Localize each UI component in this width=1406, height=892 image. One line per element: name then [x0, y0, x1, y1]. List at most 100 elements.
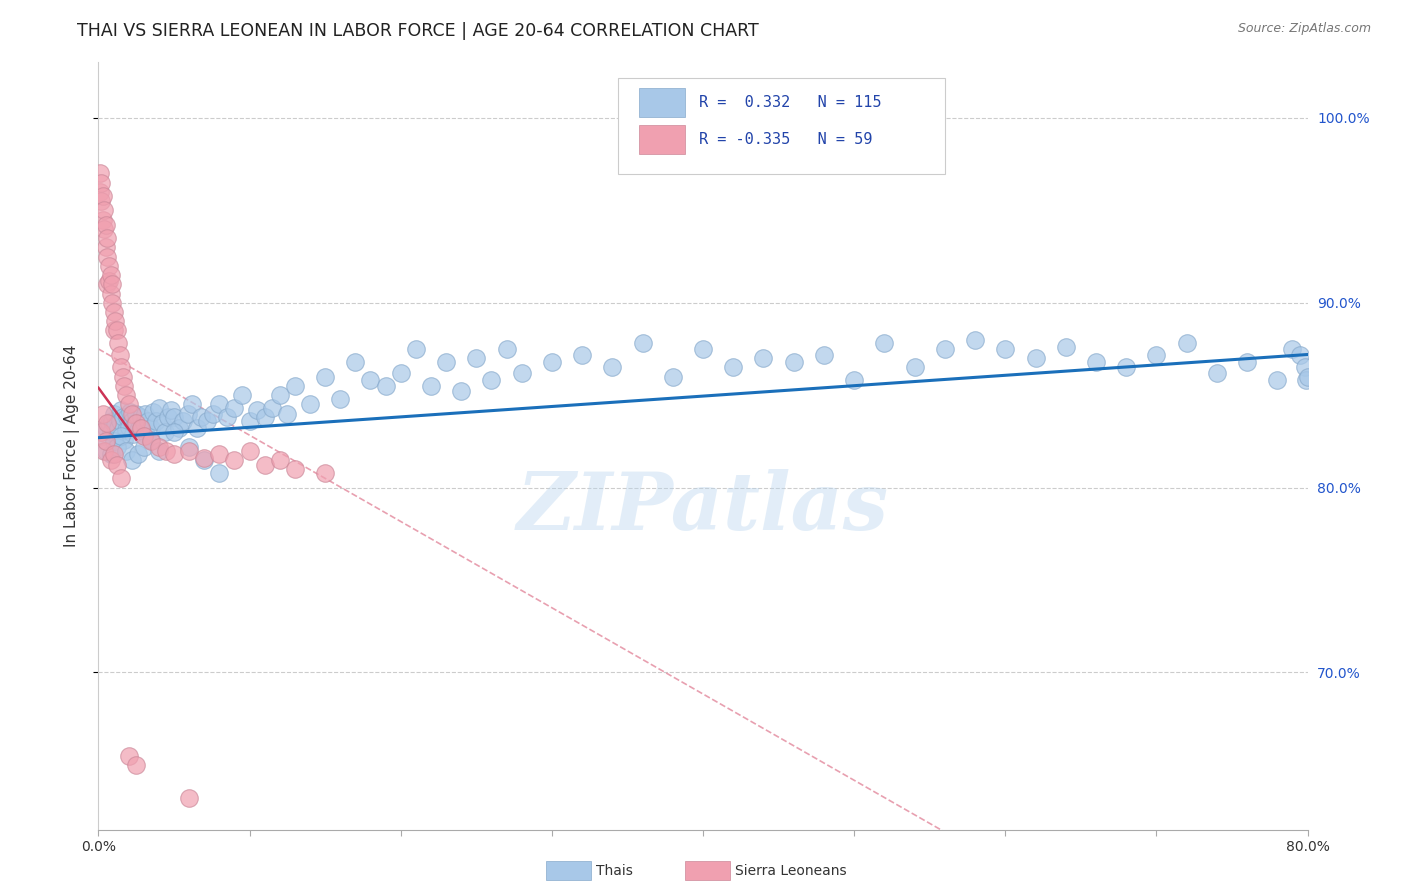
- Point: [105, 458, 128, 473]
- Point: [389, 366, 412, 380]
- Point: [692, 342, 714, 356]
- Point: [94, 421, 117, 435]
- Point: [155, 443, 177, 458]
- Point: [90, 194, 112, 208]
- Point: [231, 388, 253, 402]
- Point: [172, 414, 194, 428]
- Point: [904, 360, 927, 375]
- Point: [239, 443, 262, 458]
- Point: [723, 360, 745, 375]
- Point: [96, 277, 118, 292]
- Point: [132, 416, 155, 430]
- Point: [91, 407, 114, 421]
- FancyBboxPatch shape: [619, 78, 945, 174]
- Point: [661, 369, 683, 384]
- Point: [89, 185, 111, 199]
- Point: [1296, 369, 1319, 384]
- Point: [91, 429, 114, 443]
- Point: [132, 429, 155, 443]
- Point: [100, 425, 122, 439]
- Point: [90, 176, 112, 190]
- Point: [752, 351, 775, 366]
- Point: [374, 379, 396, 393]
- Point: [120, 405, 142, 419]
- Point: [193, 453, 215, 467]
- Point: [186, 421, 208, 435]
- Point: [1175, 336, 1198, 351]
- Point: [450, 384, 472, 399]
- Point: [112, 379, 135, 393]
- Point: [269, 388, 291, 402]
- Point: [115, 410, 138, 425]
- Point: [125, 416, 148, 430]
- Point: [103, 447, 125, 461]
- Point: [208, 466, 231, 480]
- Point: [127, 447, 149, 461]
- Point: [122, 427, 145, 442]
- Point: [94, 240, 117, 254]
- Point: [965, 333, 987, 347]
- Point: [96, 250, 118, 264]
- FancyBboxPatch shape: [638, 126, 685, 154]
- Point: [1236, 355, 1258, 369]
- Point: [510, 366, 533, 380]
- Text: THAI VS SIERRA LEONEAN IN LABOR FORCE | AGE 20-64 CORRELATION CHART: THAI VS SIERRA LEONEAN IN LABOR FORCE | …: [77, 22, 759, 40]
- Point: [100, 453, 122, 467]
- Point: [141, 421, 163, 435]
- Point: [224, 453, 246, 467]
- Point: [148, 440, 170, 454]
- Point: [107, 421, 129, 435]
- Point: [1085, 355, 1108, 369]
- Point: [1206, 366, 1229, 380]
- Text: Sierra Leoneans: Sierra Leoneans: [735, 863, 846, 878]
- Point: [114, 443, 136, 458]
- Point: [125, 407, 148, 421]
- Point: [135, 429, 157, 443]
- Point: [101, 295, 124, 310]
- Point: [844, 373, 866, 387]
- Point: [873, 336, 896, 351]
- Point: [269, 453, 291, 467]
- Point: [110, 429, 132, 443]
- Point: [98, 274, 121, 288]
- Point: [420, 379, 443, 393]
- Point: [105, 429, 128, 443]
- Point: [179, 791, 201, 805]
- Point: [602, 360, 624, 375]
- Point: [208, 397, 231, 411]
- Text: R = -0.335   N = 59: R = -0.335 N = 59: [699, 132, 873, 147]
- Point: [253, 458, 276, 473]
- Point: [100, 268, 122, 282]
- Point: [145, 414, 167, 428]
- Point: [465, 351, 488, 366]
- FancyBboxPatch shape: [638, 87, 685, 117]
- Point: [150, 416, 173, 430]
- Point: [111, 410, 134, 425]
- Point: [156, 410, 179, 425]
- Point: [299, 397, 322, 411]
- Point: [239, 414, 262, 428]
- Point: [262, 401, 284, 416]
- Point: [193, 450, 215, 465]
- Point: [134, 407, 156, 421]
- Point: [1281, 342, 1303, 356]
- Point: [118, 748, 141, 763]
- Point: [176, 407, 198, 421]
- Text: ZIPatlas: ZIPatlas: [517, 468, 889, 546]
- Point: [94, 434, 117, 449]
- Point: [141, 434, 163, 449]
- Point: [329, 392, 352, 406]
- Text: Source: ZipAtlas.com: Source: ZipAtlas.com: [1237, 22, 1371, 36]
- Point: [125, 757, 148, 772]
- Point: [89, 166, 111, 180]
- Point: [215, 410, 238, 425]
- Point: [112, 433, 135, 447]
- Point: [136, 414, 159, 428]
- Point: [100, 447, 122, 461]
- Point: [132, 440, 155, 454]
- Point: [118, 419, 141, 434]
- Point: [93, 222, 115, 236]
- Point: [813, 347, 835, 361]
- Y-axis label: In Labor Force | Age 20-64: In Labor Force | Age 20-64: [65, 345, 80, 547]
- Point: [314, 369, 336, 384]
